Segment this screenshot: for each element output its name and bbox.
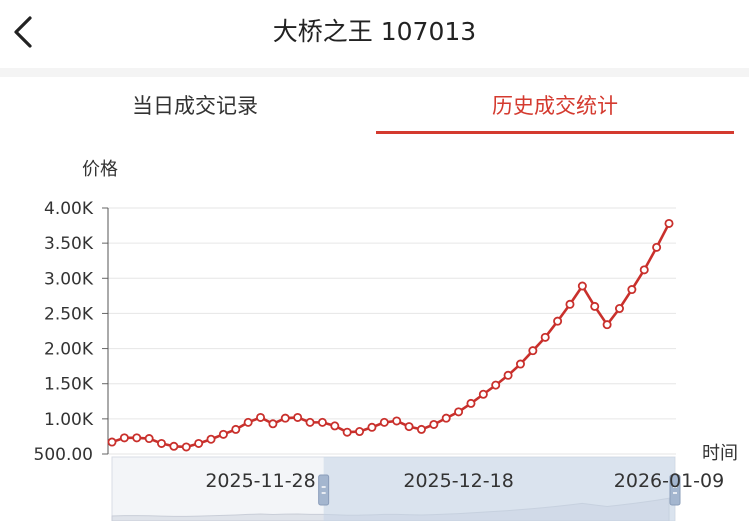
data-point xyxy=(429,419,439,429)
tab-bar: 当日成交记录 历史成交统计 xyxy=(0,77,749,135)
x-tick-labels: 2025-11-28 2025-12-18 2026-01-09 xyxy=(205,470,724,492)
data-point xyxy=(206,434,216,444)
data-point xyxy=(528,346,538,356)
y-tick-labels: 4.00K 3.50K 3.00K 2.50K 2.00K 1.50K 1.00K 500.0… xyxy=(34,199,94,465)
data-point xyxy=(256,412,266,422)
data-point xyxy=(144,434,154,444)
price-chart-svg: 价格 时间 4.00K 3.50K 3.00K 2.50K 2.00K 1.50K 1.00… xyxy=(34,159,738,522)
data-point xyxy=(540,332,550,342)
data-point xyxy=(491,380,501,390)
price-chart: 价格 时间 4.00K 3.50K 3.00K 2.50K 2.00K 1.50K 1.00… xyxy=(0,135,749,522)
data-point xyxy=(553,316,563,326)
y-tick-label: 3.50K xyxy=(44,234,94,254)
app-header: 大桥之王 107013 xyxy=(0,0,749,68)
data-point xyxy=(119,433,129,443)
data-point xyxy=(280,413,290,423)
x-tick-label: 2025-12-18 xyxy=(403,470,513,492)
data-point xyxy=(441,413,451,423)
data-point xyxy=(639,265,649,275)
tab-daily-records[interactable]: 当日成交记录 xyxy=(132,94,258,118)
data-point xyxy=(305,417,315,427)
data-point xyxy=(194,438,204,448)
data-point xyxy=(231,424,241,434)
data-point xyxy=(602,320,612,330)
y-tick-label: 3.00K xyxy=(44,269,94,289)
data-point xyxy=(515,359,525,369)
data-point xyxy=(169,441,179,451)
page-title: 大桥之王 107013 xyxy=(272,17,477,46)
chevron-left-icon xyxy=(14,16,32,48)
data-zoom-slider[interactable] xyxy=(111,456,681,522)
data-point xyxy=(107,437,117,447)
header-divider xyxy=(0,68,749,77)
data-point xyxy=(392,416,402,426)
data-point xyxy=(157,438,167,448)
data-point xyxy=(652,242,662,252)
data-point xyxy=(454,407,464,417)
zoom-selection[interactable] xyxy=(323,457,675,521)
data-point xyxy=(503,370,513,380)
data-point xyxy=(181,442,191,452)
data-point xyxy=(367,422,377,432)
x-tick-label: 2025-11-28 xyxy=(205,470,315,492)
data-point xyxy=(317,417,327,427)
data-point xyxy=(243,417,253,427)
data-point xyxy=(627,285,637,295)
series-line xyxy=(111,222,671,449)
y-tick-label: 1.00K xyxy=(44,410,94,430)
x-tick-label: 2026-01-09 xyxy=(614,470,724,492)
tab-history-stats[interactable]: 历史成交统计 xyxy=(492,94,618,118)
data-point xyxy=(466,398,476,408)
y-tick-label: 500.00 xyxy=(34,445,93,465)
active-tab-indicator xyxy=(376,131,734,134)
data-point xyxy=(577,281,587,291)
y-tick-label: 2.00K xyxy=(44,340,94,360)
data-point xyxy=(565,299,575,309)
y-tick-label: 2.50K xyxy=(44,304,94,324)
data-point xyxy=(330,421,340,431)
data-point xyxy=(132,433,142,443)
y-axis-label: 价格 xyxy=(82,159,118,180)
data-point xyxy=(268,419,278,429)
data-point xyxy=(416,424,426,434)
data-point xyxy=(590,301,600,311)
data-point xyxy=(293,412,303,422)
zoom-handle[interactable] xyxy=(669,474,681,506)
y-tick-label: 4.00K xyxy=(44,199,94,219)
grid-lines xyxy=(102,207,676,455)
y-tick-label: 1.50K xyxy=(44,375,94,395)
price-series xyxy=(107,218,674,452)
back-button[interactable] xyxy=(8,14,38,50)
x-axis-label: 时间 xyxy=(702,443,738,464)
data-point xyxy=(614,304,624,314)
data-point xyxy=(404,422,414,432)
data-point xyxy=(478,389,488,399)
data-point xyxy=(218,429,228,439)
data-point xyxy=(355,427,365,437)
data-point xyxy=(379,417,389,427)
data-point xyxy=(664,218,674,228)
zoom-handle[interactable] xyxy=(318,474,330,506)
data-point xyxy=(342,427,352,437)
